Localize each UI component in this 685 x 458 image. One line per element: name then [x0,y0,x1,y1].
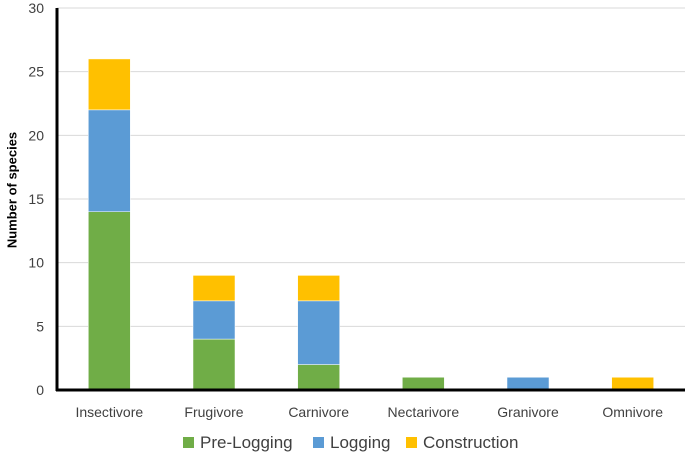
y-tick-label: 30 [28,0,44,16]
y-tick-label: 0 [36,382,44,398]
y-tick-label: 25 [28,64,44,80]
bar-segment [297,364,340,391]
x-tick-label: Frugivore [184,404,243,420]
bar-segment [192,275,236,302]
legend-label: Construction [423,433,518,452]
y-tick-label: 10 [28,255,44,271]
x-tick-label: Nectarivore [388,404,460,420]
y-tick-label: 5 [36,318,44,334]
y-tick-label: 15 [28,191,44,207]
bar-segment [192,300,236,340]
legend-label: Logging [330,433,391,452]
bars [88,58,654,391]
x-tick-label: Omnivore [602,404,663,420]
bar-segment [611,377,654,391]
bar-segment [192,338,236,391]
legend: Pre-Logging Logging Construction [183,433,518,452]
legend-swatch [406,437,417,448]
y-axis-title: Number of species [4,132,19,248]
x-tick-labels: Insectivore Frugivore Carnivore Nectarivore… [75,404,663,420]
x-tick-label: Insectivore [75,404,143,420]
bar-segment [297,275,340,302]
legend-swatch [313,437,324,448]
bar-segment [88,109,131,212]
legend-swatch [183,437,194,448]
y-tick-labels: 0 5 10 15 20 25 30 [28,0,44,398]
bar-segment [402,377,445,391]
bar-segment [88,58,131,111]
gridlines [57,7,685,327]
bar-segment [506,377,550,391]
x-tick-label: Granivore [497,404,559,420]
y-tick-label: 20 [28,127,44,143]
bar-segment [88,211,131,391]
bar-segment [297,300,340,365]
legend-label: Pre-Logging [200,433,293,452]
x-tick-label: Carnivore [288,404,349,420]
